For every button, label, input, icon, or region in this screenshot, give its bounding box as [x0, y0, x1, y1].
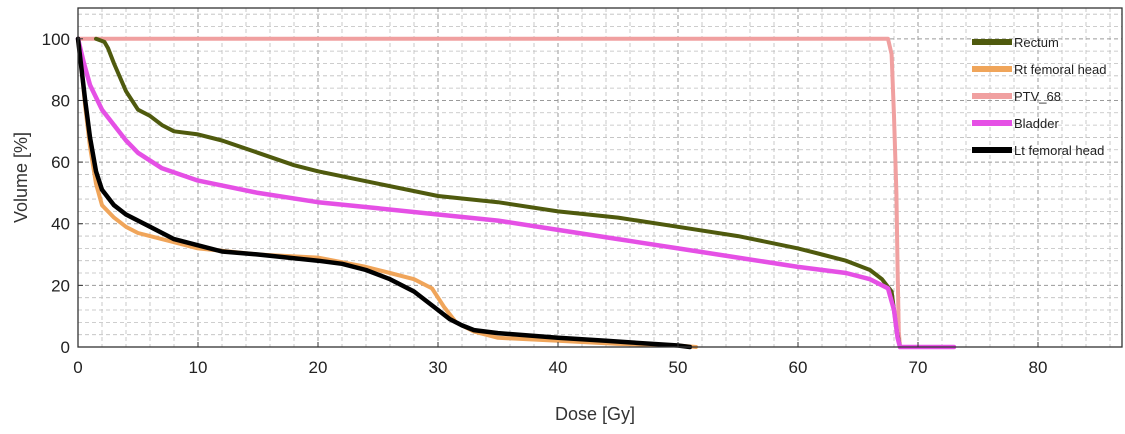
x-tick-label: 30 [429, 358, 448, 377]
x-tick-label: 70 [909, 358, 928, 377]
series-line-rectum [94, 36, 956, 349]
series-line-ptv-68 [76, 36, 902, 349]
grid [78, 8, 1122, 347]
x-axis-label: Dose [Gy] [555, 404, 635, 424]
series-line-rt-femoral-head [76, 36, 698, 349]
x-tick-label: 20 [309, 358, 328, 377]
plot-frame [77, 7, 1123, 348]
x-tick-label: 60 [789, 358, 808, 377]
tick-labels: 0 10 20 30 40 50 60 70 80 0 20 40 60 80 100 [42, 30, 1048, 377]
y-tick-label: 0 [61, 338, 70, 357]
series-line-bladder [75, 36, 957, 350]
legend-label: Bladder [1014, 116, 1059, 131]
y-tick-label: 20 [51, 276, 70, 295]
legend-label: Lt femoral head [1014, 143, 1104, 158]
y-tick-label: 100 [42, 30, 70, 49]
y-tick-label: 40 [51, 215, 70, 234]
legend-label: Rt femoral head [1014, 62, 1107, 77]
y-tick-label: 60 [51, 153, 70, 172]
x-tick-label: 10 [189, 358, 208, 377]
legend-label: Rectum [1014, 35, 1059, 50]
legend-label: PTV_68 [1014, 89, 1061, 104]
x-tick-label: 0 [73, 358, 82, 377]
x-tick-label: 80 [1029, 358, 1048, 377]
y-axis-label: Volume [%] [11, 132, 31, 223]
x-tick-label: 50 [669, 358, 688, 377]
y-tick-label: 80 [51, 91, 70, 110]
legend: Rectum Rt femoral head PTV_68 Bladder Lt fem… [972, 35, 1107, 158]
series-line-lt-femoral-head [75, 36, 693, 350]
x-tick-label: 40 [549, 358, 568, 377]
series-group [75, 36, 957, 350]
